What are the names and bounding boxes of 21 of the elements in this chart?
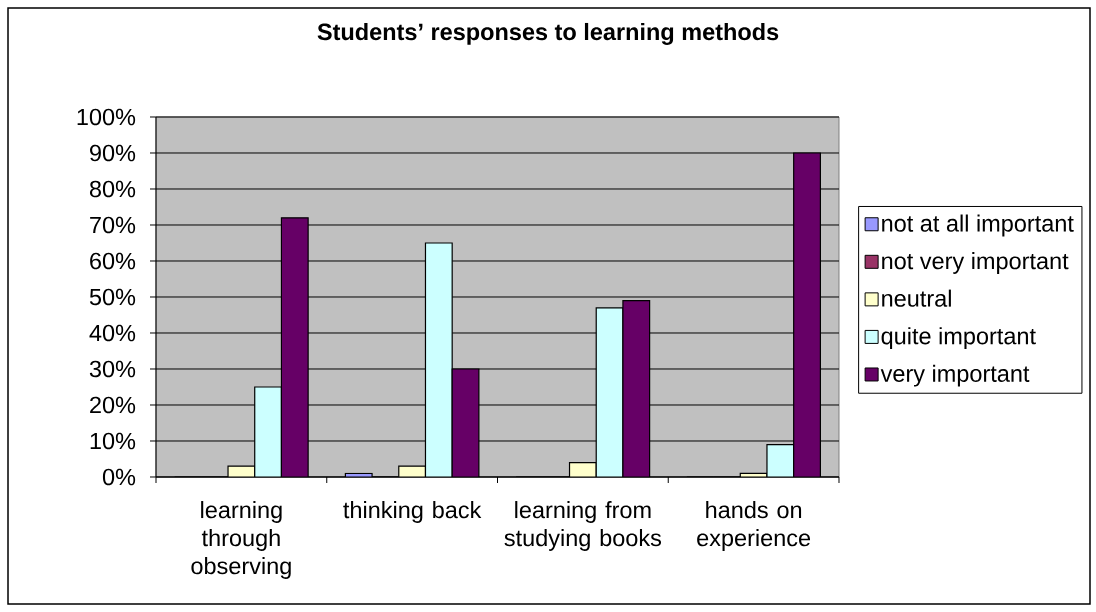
y-tick-label: 20% — [90, 396, 136, 414]
legend-label: not very important — [882, 252, 1069, 274]
legend-label: very important — [880, 364, 1030, 387]
legend-label: neutral — [882, 289, 951, 307]
y-tick-label: 40% — [89, 324, 136, 342]
x-tick-label: learning from studying books — [504, 501, 662, 551]
y-tick-label: 50% — [89, 288, 136, 306]
y-tick-label: 100% — [77, 108, 136, 126]
x-tick-label: thinking back — [343, 501, 482, 523]
y-tick-label: 70% — [90, 216, 136, 234]
y-tick-label: 60% — [90, 252, 136, 270]
x-tick-label: learning through observing — [191, 501, 291, 579]
y-tick-label: 30% — [89, 360, 136, 378]
y-tick-label: 80% — [89, 180, 136, 198]
y-tick-label: 0% — [102, 468, 136, 486]
y-tick-label: 10% — [90, 432, 136, 450]
legend-label: not at all important — [882, 214, 1074, 237]
y-tick-label: 90% — [90, 144, 136, 162]
chart-title: Students’ responses to learning methods — [317, 22, 779, 45]
x-tick-label: hands on experience — [697, 501, 811, 551]
legend-label: quite important — [881, 327, 1036, 350]
